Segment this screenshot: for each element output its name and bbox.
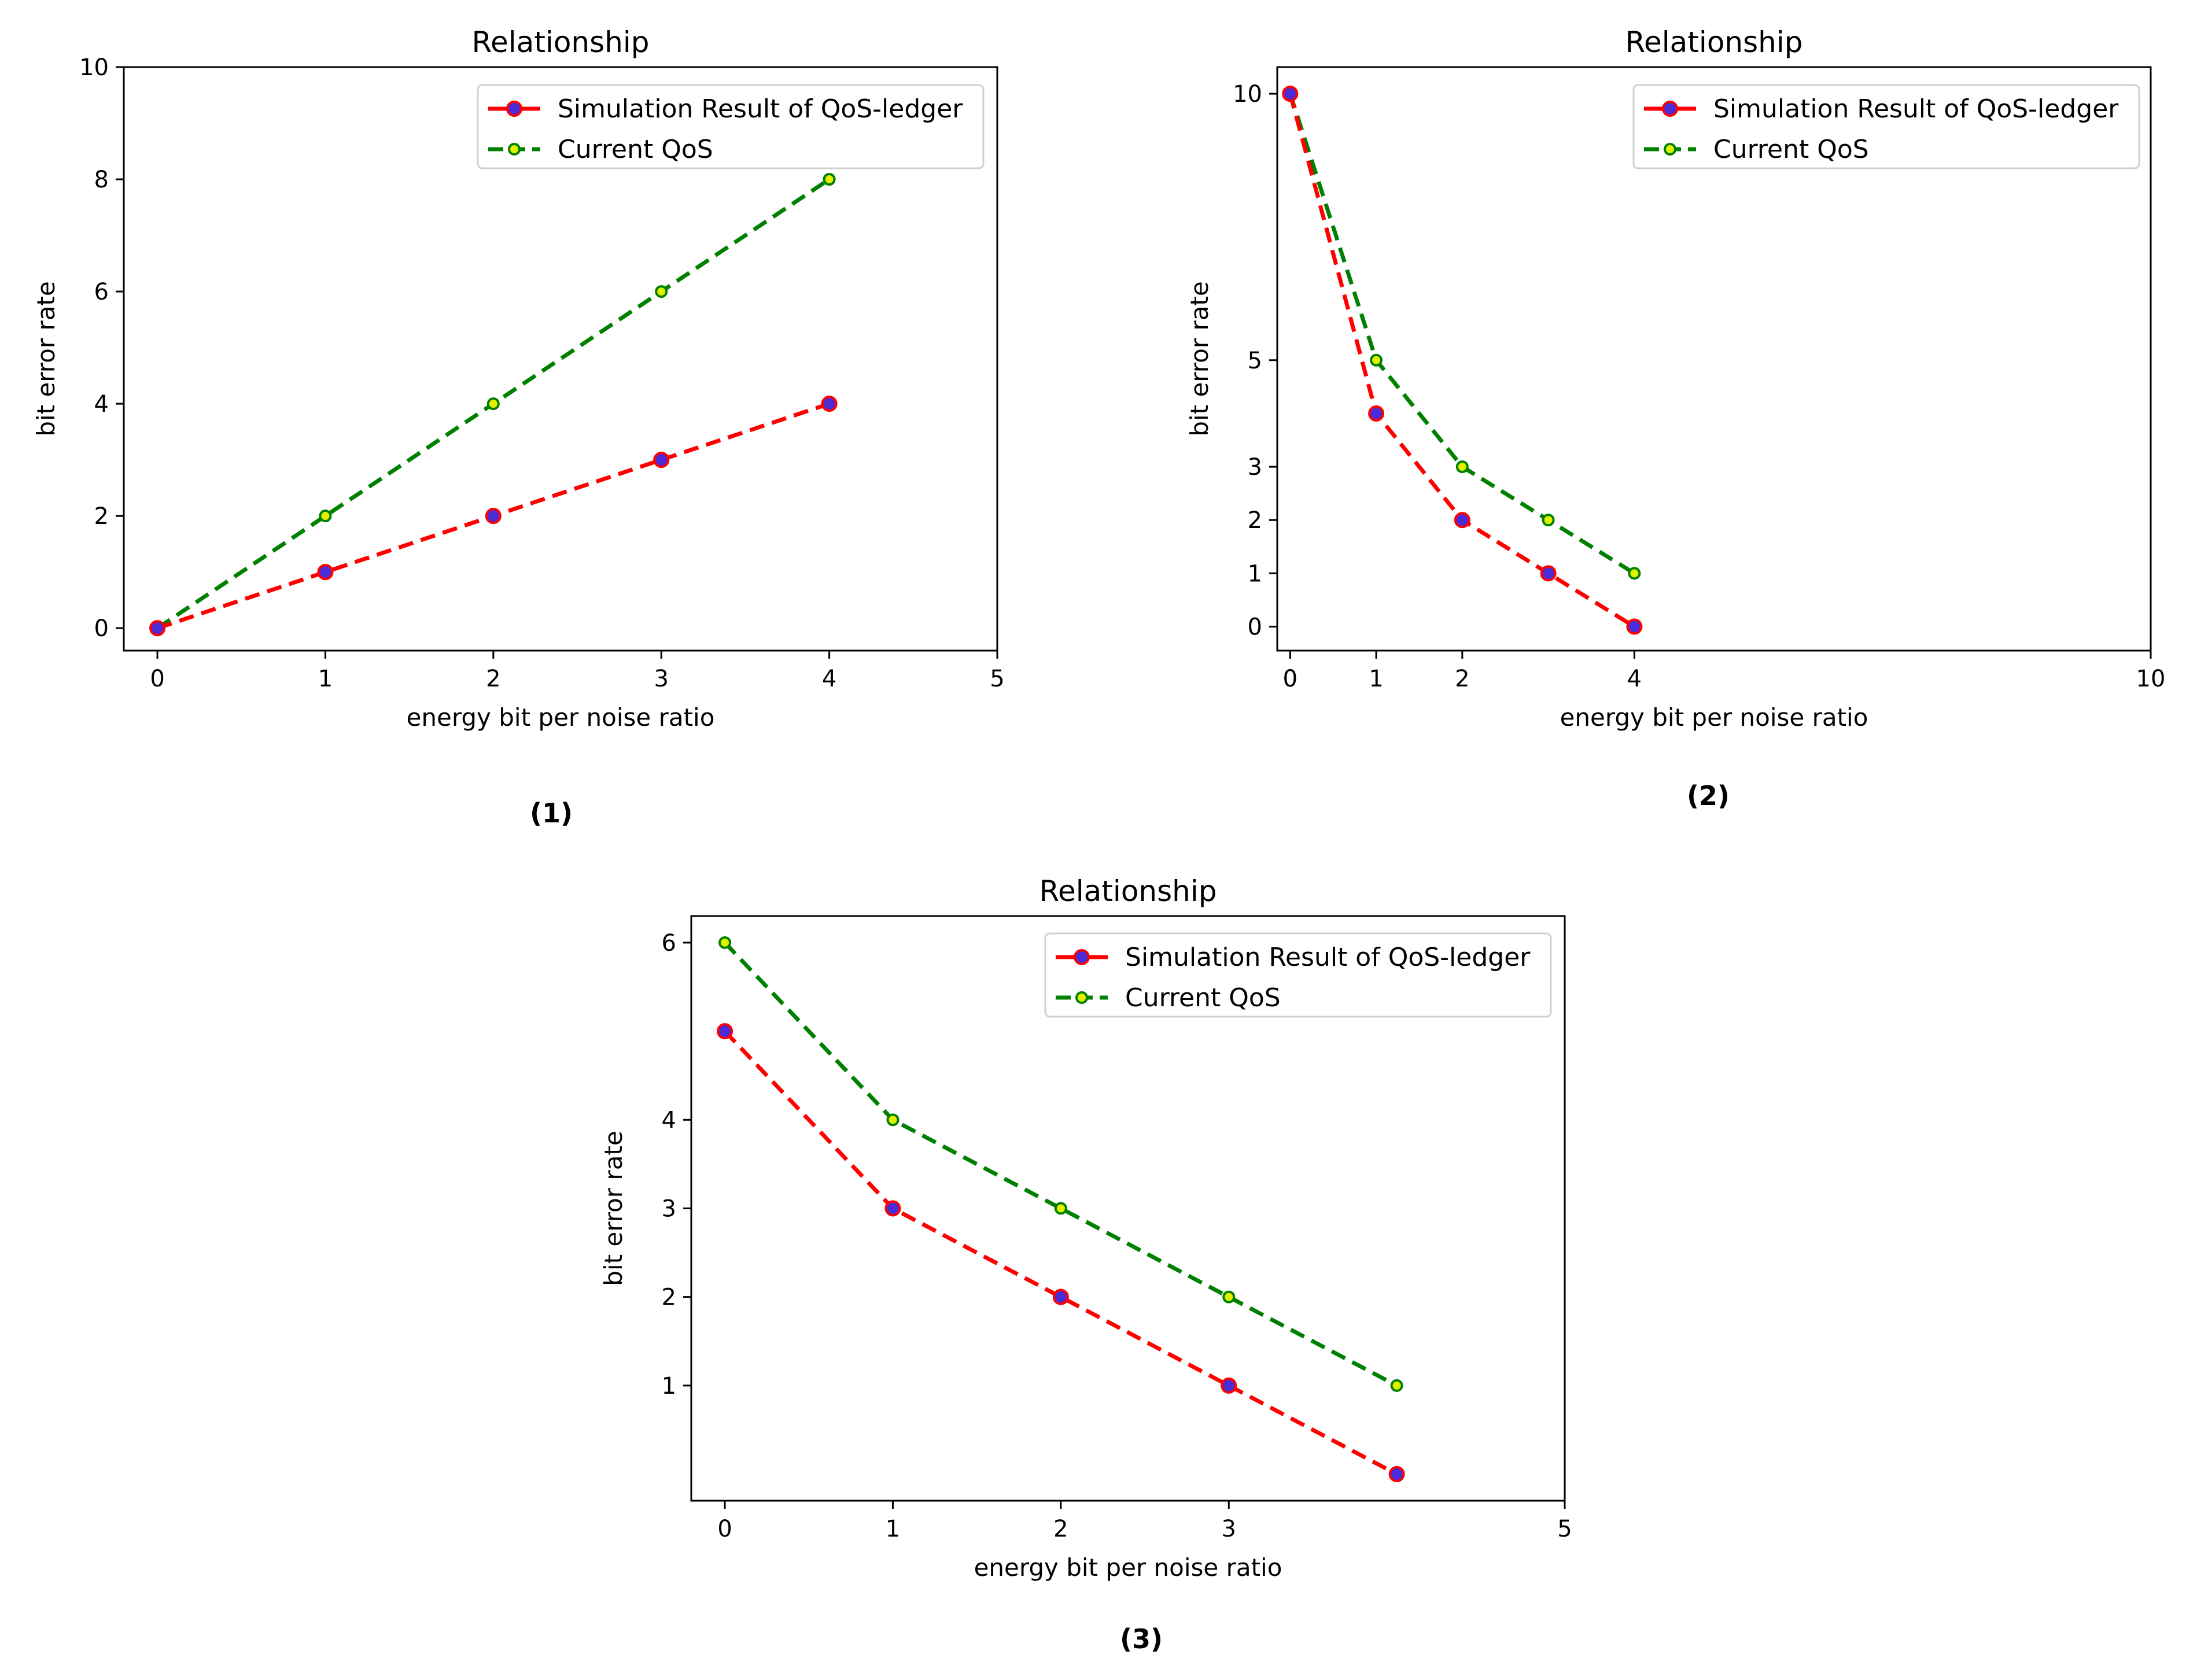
x-tick-label: 0 [1283,666,1297,692]
legend-entry: Current QoS [1125,983,1281,1013]
x-tick-label: 1 [318,666,333,692]
y-tick-label: 10 [1233,81,1262,108]
y-tick-label: 3 [1248,454,1262,481]
y-tick-label: 0 [94,615,109,642]
figure-caption: (2) [1687,780,1730,811]
simulation-point [317,564,334,581]
legend-swatch-marker [508,143,521,156]
chart-title: Relationship [1039,874,1217,908]
y-axis-label: bit error rate [1185,281,1214,437]
current-qos-point [1628,567,1641,580]
y-tick-label: 10 [79,54,109,81]
simulation-point [149,620,166,637]
chart-title: Relationship [1625,25,1803,59]
current-qos-point [1222,1290,1236,1304]
figure-caption: (3) [1120,1623,1163,1655]
current-qos-point [1542,514,1555,527]
legend-box [477,84,985,169]
simulation-point [821,396,838,412]
plot-frame [1276,66,2152,652]
y-tick-label: 2 [94,503,109,530]
x-tick-label: 3 [1222,1516,1236,1542]
x-tick-label: 1 [886,1516,900,1542]
simulation-point [653,452,670,468]
simulation-point [1540,565,1557,582]
current-qos-point [319,509,332,523]
y-axis-label: bit error rate [599,1131,628,1286]
chart-title: Relationship [472,25,650,59]
y-tick-label: 5 [1248,348,1262,374]
y-tick-label: 6 [94,279,109,305]
y-axis-label: bit error rate [32,281,60,437]
y-tick-label: 1 [1248,560,1262,587]
legend-swatch-marker [506,101,522,117]
legend-box [1044,932,1552,1018]
x-tick-label: 5 [1557,1516,1572,1542]
x-tick-label: 4 [822,666,836,692]
simulation-point [1052,1288,1069,1305]
legend-swatch-marker [1664,143,1676,156]
simulation-point [1626,618,1643,635]
simulation-series-line [723,1029,1398,1476]
simulation-series-line [1288,93,1636,629]
x-tick-label: 0 [150,666,164,692]
x-axis-label: energy bit per noise ratio [407,703,715,732]
legend-box [1632,84,2140,169]
current-qos-point [1390,1379,1403,1392]
simulation-point [1368,405,1385,422]
simulation-point [485,508,502,525]
x-axis-label: energy bit per noise ratio [1560,703,1868,732]
legend-entry: Simulation Result of QoS-ledger [558,94,963,124]
x-tick-label: 0 [717,1516,732,1542]
current-qos-point [823,173,836,186]
current-qos-point [486,397,500,411]
current-qos-point [718,936,732,949]
legend-entry: Current QoS [558,135,713,164]
legend-swatch-marker [1074,949,1090,965]
y-tick-label: 0 [1248,614,1262,641]
y-tick-label: 8 [94,167,109,193]
x-tick-label: 0 [1283,666,1297,692]
current-qos-series-line [1288,93,1636,575]
current-qos-point [655,285,668,298]
current-qos-point [886,1113,900,1127]
legend-entry: Simulation Result of QoS-ledger [1125,943,1531,972]
simulation-point [717,1023,733,1040]
y-tick-label: 4 [662,1107,676,1133]
legend-swatch-marker [1662,101,1678,117]
current-qos-point [1370,353,1383,367]
x-tick-label: 4 [1627,666,1642,692]
x-tick-label: 3 [654,666,669,692]
simulation-point [884,1200,901,1217]
x-tick-label: 10 [2136,666,2166,692]
simulation-point [1282,86,1299,102]
current-qos-series-line [723,941,1398,1387]
current-qos-point [1054,1202,1067,1215]
x-tick-label: 2 [1053,1516,1068,1542]
legend-entry: Current QoS [1713,135,1869,164]
simulation-point [1221,1377,1237,1394]
y-tick-label: 2 [1248,507,1262,534]
legend-swatch-marker [1075,991,1088,1004]
chart-1: 0 1 2 3 4 5 0 2 4 6 8 10 Relationship energy bit per … [32,25,1005,829]
y-tick-label: 2 [662,1284,676,1311]
x-axis-label: energy bit per noise ratio [974,1553,1282,1582]
x-tick-label: 2 [1455,666,1469,692]
legend-entry: Simulation Result of QoS-ledger [1713,94,2119,124]
y-tick-label: 3 [662,1196,676,1223]
x-tick-label: 2 [486,666,500,692]
chart-3: 0 1 2 3 5 1 2 3 4 6 Relationship energy bit per noi… [599,874,1572,1655]
simulation-point [1454,512,1470,529]
plot-frame [123,66,998,652]
current-qos-point [1455,460,1469,474]
y-tick-label: 6 [662,930,676,957]
x-tick-label: 1 [1369,666,1383,692]
x-tick-label: 5 [990,666,1004,692]
simulation-point [1388,1466,1405,1483]
figure-caption: (1) [530,797,573,829]
y-tick-label: 4 [94,391,109,418]
y-tick-label: 1 [662,1373,676,1400]
